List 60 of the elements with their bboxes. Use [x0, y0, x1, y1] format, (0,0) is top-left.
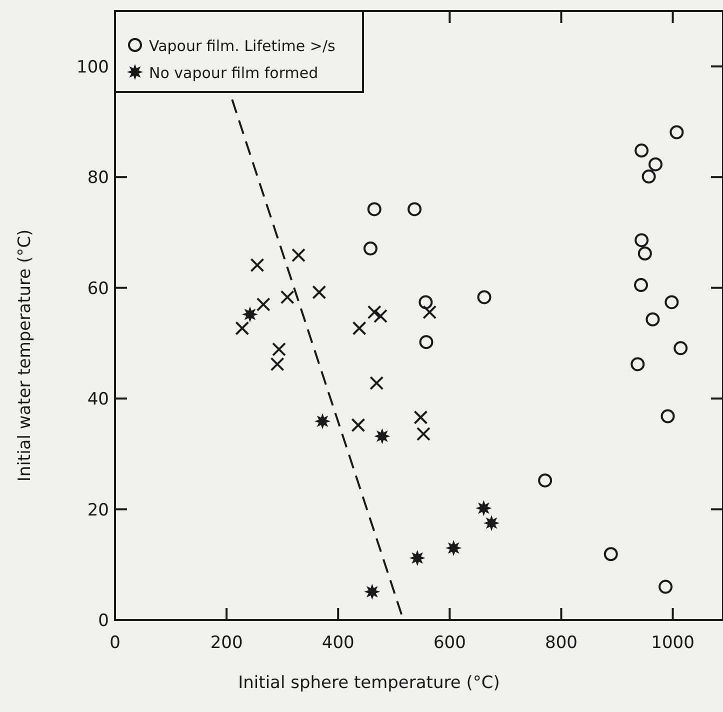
point — [292, 248, 306, 262]
point — [477, 290, 492, 304]
y-tick-label: 100 — [76, 57, 109, 78]
legend-label: Vapour film. Lifetime >/s — [149, 37, 336, 55]
point — [476, 500, 492, 516]
point — [351, 418, 366, 432]
point — [280, 290, 294, 304]
y-tick-label: 0 — [98, 611, 109, 631]
point — [634, 144, 649, 158]
point — [364, 584, 380, 600]
point — [370, 376, 384, 390]
point — [670, 125, 684, 140]
point — [658, 580, 673, 594]
point — [242, 306, 258, 322]
point — [604, 547, 618, 562]
x-axis-title: Initial sphere temperature (°C) — [238, 673, 500, 693]
point — [664, 295, 679, 310]
point — [374, 428, 390, 444]
y-tick-label: 40 — [87, 390, 109, 410]
point — [367, 202, 382, 216]
point — [446, 540, 462, 556]
y-tick-label: 20 — [87, 500, 109, 520]
point — [630, 357, 645, 372]
point — [272, 342, 286, 356]
point — [312, 285, 326, 300]
point — [256, 297, 270, 312]
point — [419, 335, 434, 350]
point — [270, 357, 284, 372]
point — [314, 413, 330, 430]
legend-label: No vapour film formed — [149, 64, 318, 82]
point — [642, 170, 656, 184]
point — [374, 309, 388, 324]
point — [634, 233, 649, 248]
point — [235, 321, 250, 336]
point — [648, 157, 663, 172]
point — [646, 312, 660, 326]
y-tick-label: 80 — [87, 168, 109, 188]
point — [414, 410, 428, 424]
point — [418, 295, 433, 310]
point — [538, 473, 552, 488]
point — [660, 409, 675, 424]
point — [363, 242, 378, 256]
x-tick-label: 400 — [322, 633, 354, 653]
y-axis-title: Initial water temperature (°C) — [15, 229, 35, 482]
point — [484, 515, 500, 532]
point — [634, 278, 648, 292]
point — [408, 202, 422, 216]
point — [352, 321, 366, 336]
point — [416, 426, 430, 441]
x-tick-label: 200 — [210, 633, 243, 653]
y-tick-label: 60 — [87, 278, 109, 299]
point — [674, 341, 688, 356]
x-tick-label: 800 — [545, 633, 578, 653]
point — [367, 305, 382, 320]
point — [422, 305, 437, 320]
point — [638, 246, 652, 260]
point — [250, 258, 264, 272]
point — [409, 550, 426, 566]
x-tick-label: 600 — [433, 633, 466, 653]
x-tick-label: 1000 — [651, 633, 694, 653]
